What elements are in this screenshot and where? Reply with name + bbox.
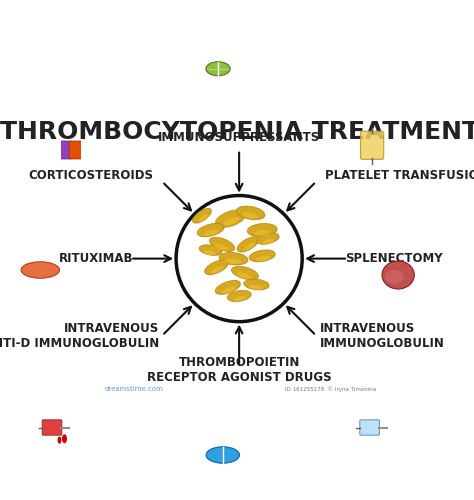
FancyBboxPatch shape xyxy=(42,420,62,435)
Text: dreamstime.com: dreamstime.com xyxy=(104,386,164,392)
Ellipse shape xyxy=(244,279,269,289)
Ellipse shape xyxy=(198,224,225,237)
Ellipse shape xyxy=(192,208,211,223)
Ellipse shape xyxy=(216,282,241,295)
Ellipse shape xyxy=(245,280,270,290)
Ellipse shape xyxy=(21,262,60,278)
Ellipse shape xyxy=(233,296,246,301)
Ellipse shape xyxy=(248,224,278,237)
FancyBboxPatch shape xyxy=(60,141,73,159)
Ellipse shape xyxy=(263,238,274,244)
Ellipse shape xyxy=(228,291,252,302)
Text: RITUXIMAB: RITUXIMAB xyxy=(59,252,133,265)
Ellipse shape xyxy=(57,436,62,444)
Ellipse shape xyxy=(206,62,230,76)
Ellipse shape xyxy=(237,272,252,279)
Text: THROMBOPOIETIN
RECEPTOR AGONIST DRUGS: THROMBOPOIETIN RECEPTOR AGONIST DRUGS xyxy=(147,356,331,384)
Ellipse shape xyxy=(211,266,224,274)
Ellipse shape xyxy=(200,246,223,256)
Ellipse shape xyxy=(242,212,258,218)
Ellipse shape xyxy=(256,233,279,244)
Ellipse shape xyxy=(197,224,224,236)
Ellipse shape xyxy=(205,260,228,274)
Ellipse shape xyxy=(227,290,251,302)
Ellipse shape xyxy=(62,434,67,443)
Ellipse shape xyxy=(210,238,236,252)
Ellipse shape xyxy=(237,207,265,220)
Ellipse shape xyxy=(250,251,276,262)
Ellipse shape xyxy=(219,252,248,264)
Ellipse shape xyxy=(204,230,219,236)
Ellipse shape xyxy=(382,261,414,289)
Ellipse shape xyxy=(217,210,246,228)
Ellipse shape xyxy=(204,250,216,255)
Ellipse shape xyxy=(238,238,259,252)
Text: SPLENECTOMY: SPLENECTOMY xyxy=(345,252,443,265)
Ellipse shape xyxy=(385,270,404,284)
Text: ID 161255178  © Iryna Timonina: ID 161255178 © Iryna Timonina xyxy=(285,386,377,392)
Text: CORTICOSTEROIDS: CORTICOSTEROIDS xyxy=(28,169,153,182)
FancyBboxPatch shape xyxy=(360,420,379,435)
Ellipse shape xyxy=(210,237,235,252)
FancyBboxPatch shape xyxy=(69,141,82,159)
Ellipse shape xyxy=(205,261,229,276)
Text: THROMBOCYTOPENIA TREATMENT: THROMBOCYTOPENIA TREATMENT xyxy=(0,120,474,144)
Ellipse shape xyxy=(249,250,275,262)
Ellipse shape xyxy=(199,245,222,255)
Ellipse shape xyxy=(214,244,228,250)
FancyBboxPatch shape xyxy=(360,131,384,160)
Ellipse shape xyxy=(215,280,240,294)
Ellipse shape xyxy=(249,285,263,290)
Ellipse shape xyxy=(223,217,240,226)
Text: INTRAVENOUS
IMMUNOGLOBULIN: INTRAVENOUS IMMUNOGLOBULIN xyxy=(319,322,444,350)
Ellipse shape xyxy=(257,234,280,245)
Ellipse shape xyxy=(237,206,265,220)
Ellipse shape xyxy=(199,214,209,222)
Text: INTRAVENOUS
ANTI-D IMMUNOGLOBULIN: INTRAVENOUS ANTI-D IMMUNOGLOBULIN xyxy=(0,322,159,350)
Ellipse shape xyxy=(225,258,241,264)
Circle shape xyxy=(176,196,302,322)
Ellipse shape xyxy=(255,256,270,262)
Ellipse shape xyxy=(222,286,236,294)
Ellipse shape xyxy=(237,237,258,252)
Text: IMMUNOSUPPRESSANTS: IMMUNOSUPPRESSANTS xyxy=(158,131,320,144)
Ellipse shape xyxy=(247,224,277,236)
Ellipse shape xyxy=(254,230,271,235)
Ellipse shape xyxy=(220,254,248,266)
Text: PLATELET TRANSFUSION: PLATELET TRANSFUSION xyxy=(325,169,474,182)
Ellipse shape xyxy=(243,243,255,250)
Ellipse shape xyxy=(206,447,239,463)
Ellipse shape xyxy=(232,267,259,280)
Ellipse shape xyxy=(231,266,258,280)
Ellipse shape xyxy=(216,210,246,227)
Ellipse shape xyxy=(193,209,212,224)
